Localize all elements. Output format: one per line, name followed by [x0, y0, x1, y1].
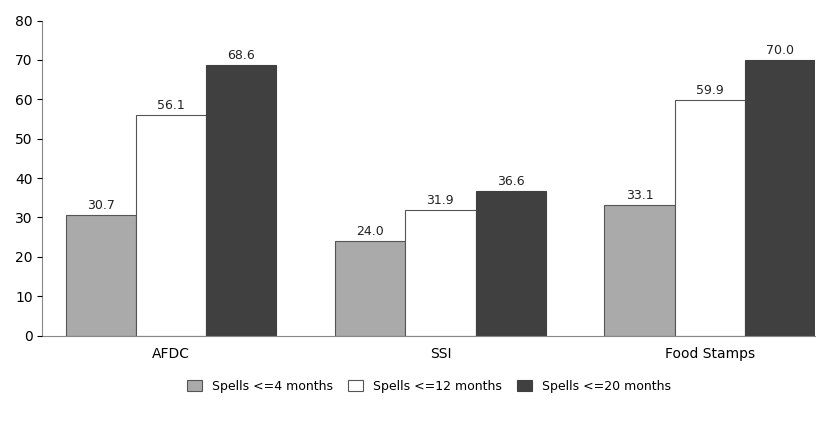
Text: 31.9: 31.9: [427, 194, 454, 207]
Text: 70.0: 70.0: [766, 44, 793, 57]
Bar: [604, 205, 675, 336]
Text: 56.1: 56.1: [157, 98, 185, 111]
Bar: [136, 115, 206, 336]
Bar: [675, 100, 745, 336]
Text: 59.9: 59.9: [696, 84, 724, 97]
Bar: [335, 241, 405, 336]
Text: 33.1: 33.1: [626, 189, 653, 202]
Legend: Spells <=4 months, Spells <=12 months, Spells <=20 months: Spells <=4 months, Spells <=12 months, S…: [187, 380, 671, 393]
Text: 30.7: 30.7: [87, 198, 115, 211]
Text: 68.6: 68.6: [227, 49, 256, 62]
Bar: [206, 65, 276, 336]
Bar: [66, 215, 136, 336]
Text: 24.0: 24.0: [356, 225, 384, 238]
Bar: [745, 60, 815, 336]
Bar: [405, 210, 476, 336]
Bar: [476, 191, 546, 336]
Text: 36.6: 36.6: [497, 175, 525, 188]
